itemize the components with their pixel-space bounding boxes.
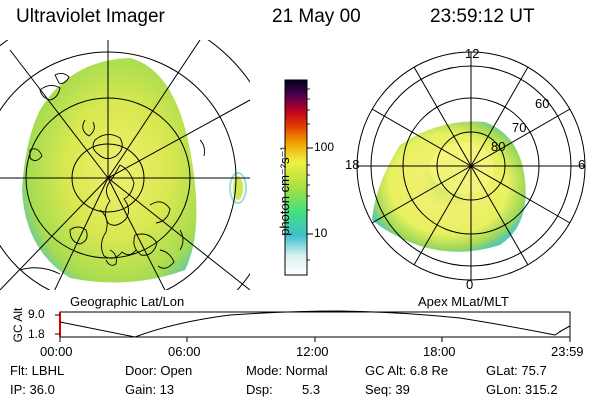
altitude-ytick-max: 9.0	[28, 307, 45, 321]
colorbar-tick-10: 10	[314, 226, 328, 240]
geo-aurora-oval	[22, 58, 197, 283]
mlt-12-label: 12	[465, 46, 480, 61]
mlt-6-label: 6	[578, 157, 586, 172]
colorbar-tick-100: 100	[314, 140, 335, 154]
ip-info: IP: 36.0	[10, 382, 55, 397]
door-info: Door: Open	[125, 363, 193, 378]
xtick-1200: 12:00	[296, 344, 329, 359]
mlt-0-label: 0	[466, 277, 474, 292]
gc-alt-info: GC Alt: 6.8 Re	[365, 363, 449, 378]
altitude-plot	[55, 310, 571, 342]
colorbar-unit-label: photon cm⁻²s⁻¹	[277, 146, 292, 236]
seq-info: Seq: 39	[365, 382, 410, 397]
mlat-70-label: 70	[512, 120, 527, 135]
glat-info: GLat: 75.7	[486, 363, 547, 378]
gain-info: Gain: 13	[125, 382, 175, 397]
altitude-curve	[59, 310, 571, 338]
lat-lon-grid-icon	[0, 40, 250, 290]
mlt-18-label: 18	[345, 157, 360, 172]
colorbar	[284, 79, 313, 276]
geo-panel	[0, 40, 250, 290]
instrument-title: Ultraviolet Imager	[16, 6, 165, 27]
mag-panel	[356, 51, 586, 281]
geo-panel-label: Geographic Lat/Lon	[70, 294, 185, 309]
mode-info: Mode: Normal	[246, 363, 328, 378]
xtick-1800: 18:00	[423, 344, 456, 359]
mlat-60-label: 60	[535, 96, 550, 111]
dsp-value: 5.3	[302, 382, 321, 397]
mag-panel-label: Apex MLat/MLT	[418, 294, 509, 309]
time-label: 23:59:12 UT	[430, 6, 535, 27]
xtick-2359: 23:59	[551, 344, 584, 359]
xtick-0000: 00:00	[40, 344, 73, 359]
altitude-ylabel: GC Alt	[11, 307, 25, 343]
glon-info: GLon: 315.2	[486, 382, 558, 397]
mlat-80-label: 80	[491, 139, 506, 154]
xtick-0600: 06:00	[168, 344, 201, 359]
coastline-map-icon	[19, 72, 205, 275]
filter-info: Flt: LBHL	[10, 363, 65, 378]
altitude-ytick-min: 1.8	[28, 327, 45, 341]
dsp-label: Dsp:	[246, 382, 273, 397]
date-label: 21 May 00	[272, 6, 361, 27]
